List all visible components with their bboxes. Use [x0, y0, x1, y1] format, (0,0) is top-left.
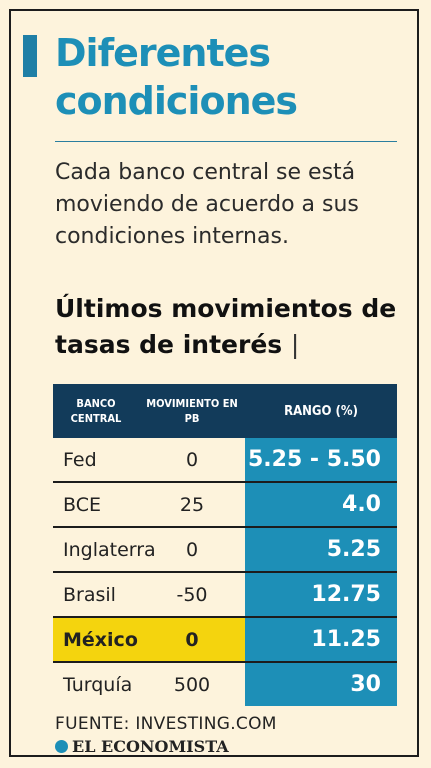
page-title: Diferentes condiciones [55, 31, 298, 123]
cell-banco: Brasil [63, 583, 116, 606]
table-row: Brasil -50 12.75 [53, 571, 397, 616]
divider [55, 141, 397, 142]
subtitle: Cada banco central se está moviendo de a… [55, 160, 359, 249]
cell-movimiento: 0 [139, 618, 245, 661]
cell-rango: 5.25 - 5.50 [245, 438, 397, 481]
cell-rango: 30 [245, 663, 397, 706]
brand-name: EL ECONOMISTA [72, 737, 229, 756]
cell-banco: Turquía [63, 673, 133, 696]
table-row: Turquía 500 30 [53, 661, 397, 706]
cell-banco: BCE [63, 493, 101, 516]
table-body: Fed 0 5.25 - 5.50 BCE 25 4.0 Inglaterra … [53, 438, 397, 706]
cell-rango: 4.0 [245, 483, 397, 526]
accent-bar [23, 35, 37, 77]
cell-banco: Inglaterra [63, 538, 156, 561]
header-banco: BANCO CENTRAL [70, 397, 122, 425]
cell-banco: México [53, 618, 139, 661]
cell-movimiento: -50 [176, 583, 208, 606]
cell-rango: 5.25 [245, 528, 397, 571]
table-row: Fed 0 5.25 - 5.50 [53, 438, 397, 481]
header-movimiento: MOVIMIENTO EN PB [146, 397, 238, 425]
cell-movimiento: 0 [185, 538, 199, 561]
cell-banco: Fed [63, 448, 97, 471]
section-title: Últimos movimientos de tasas de interés … [55, 291, 405, 363]
cell-movimiento: 0 [185, 448, 199, 471]
cell-rango: 11.25 [245, 618, 397, 661]
table-header: BANCO CENTRAL MOVIMIENTO EN PB RANGO (%) [53, 384, 397, 438]
table-row: BCE 25 4.0 [53, 481, 397, 526]
infographic-card: Diferentes condiciones Cada banco centra… [9, 9, 419, 757]
header-rango: RANGO (%) [284, 403, 358, 419]
cell-movimiento: 500 [173, 673, 211, 696]
section-title-text: Últimos movimientos de tasas de interés [55, 294, 397, 359]
brand-logo: EL ECONOMISTA [55, 737, 229, 756]
source-note: FUENTE: INVESTING.COM [55, 714, 277, 734]
rates-table: BANCO CENTRAL MOVIMIENTO EN PB RANGO (%)… [53, 384, 397, 706]
table-row-highlighted: México 0 11.25 [53, 616, 397, 661]
brand-icon [55, 740, 68, 753]
cell-rango: 12.75 [245, 573, 397, 616]
table-row: Inglaterra 0 5.25 [53, 526, 397, 571]
cell-movimiento: 25 [179, 493, 205, 516]
text-cursor-mark: | [290, 330, 300, 359]
